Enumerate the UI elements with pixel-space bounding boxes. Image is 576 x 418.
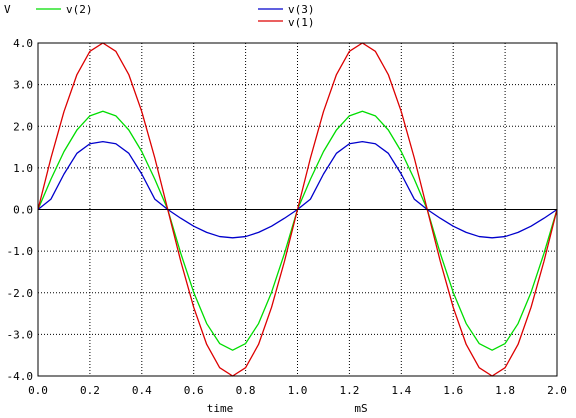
- y-tick-label: 4.0: [13, 37, 33, 50]
- x-tick-label: 0.6: [184, 384, 204, 397]
- x-tick-labels: 0.0 0.2 0.4 0.6 0.8 1.0 1.2 1.4 1.6 1.8 2.0: [28, 384, 567, 397]
- series-line-v2: [37, 110, 558, 351]
- y-tick-label: -4.0: [7, 370, 34, 383]
- x-tick-label: 1.8: [495, 384, 515, 397]
- x-tick-label: 1.0: [288, 384, 308, 397]
- x-axis-label: time: [207, 402, 234, 415]
- x-tick-label: 2.0: [547, 384, 567, 397]
- y-tick-label: 2.0: [13, 120, 33, 133]
- x-unit-label: mS: [354, 402, 367, 415]
- y-tick-labels: 4.0 3.0 2.0 1.0 0.0 -1.0 -2.0 -3.0 -4.0: [7, 37, 34, 383]
- x-tick-label: 1.6: [443, 384, 463, 397]
- x-tick-label: 0.2: [80, 384, 100, 397]
- y-tick-label: -2.0: [7, 287, 34, 300]
- axes: [37, 42, 558, 377]
- legend-label-v3: v(3): [288, 3, 315, 16]
- y-tick-label: 3.0: [13, 79, 33, 92]
- x-tick-label: 1.4: [391, 384, 411, 397]
- x-tick-label: 0.4: [132, 384, 152, 397]
- x-tick-label: 0.0: [28, 384, 48, 397]
- plot-frame: [37, 42, 558, 377]
- y-tick-label: 1.0: [13, 162, 33, 175]
- y-tick-label: 0.0: [13, 204, 33, 217]
- legend-label-v1: v(1): [288, 16, 315, 29]
- y-unit-label: V: [4, 3, 11, 16]
- y-tick-label: -1.0: [7, 245, 34, 258]
- y-tick-label: -3.0: [7, 328, 34, 341]
- legend-label-v2: v(2): [66, 3, 93, 16]
- x-tick-label: 1.2: [339, 384, 359, 397]
- x-tick-label: 0.8: [236, 384, 256, 397]
